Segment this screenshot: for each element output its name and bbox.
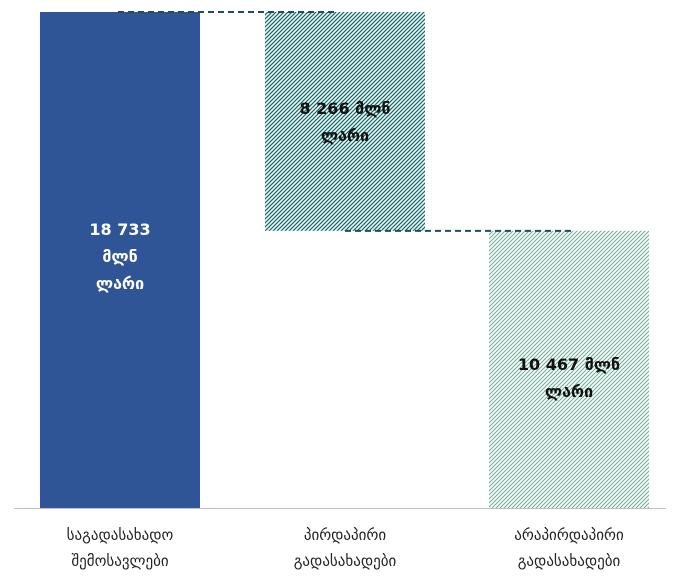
category-label-indirect-taxes-line: გადასახადები [518, 552, 621, 570]
data-label-total-line: ლარი [96, 274, 144, 293]
data-label-direct: 8 266 მლნ ლარი [299, 99, 390, 145]
data-label-indirect-line: ლარი [545, 382, 593, 401]
bar-indirect-taxes [489, 230, 649, 508]
data-label-total-line: 18 733 [89, 220, 150, 239]
data-label-indirect-line: 10 467 მლნ [518, 355, 620, 374]
labels-layer: 18 733 მლნ ლარი 8 266 მლნ ლარი 10 467 მლნ ლარი [89, 99, 620, 401]
category-labels: საგადასახადო შემოსავლები პირდაპირი გადასახა… [67, 526, 624, 570]
data-label-total-line: მლნ [102, 247, 137, 266]
category-label-total-revenue-line: საგადასახადო [67, 526, 174, 544]
category-label-indirect-taxes-line: არაპირდაპირი [514, 526, 624, 544]
bar-direct-taxes [265, 12, 425, 231]
category-label-direct-taxes-line: გადასახადები [294, 552, 397, 570]
bar-total-revenue [40, 12, 200, 508]
category-label-total-revenue: საგადასახადო შემოსავლები [67, 526, 174, 570]
bars-layer [40, 12, 649, 508]
category-label-indirect-taxes: არაპირდაპირი გადასახადები [514, 526, 624, 570]
data-label-indirect: 10 467 მლნ ლარი [518, 355, 620, 401]
data-label-direct-line: 8 266 მლნ [299, 99, 390, 118]
data-label-total: 18 733 მლნ ლარი [89, 220, 150, 293]
category-label-direct-taxes-line: პირდაპირი [304, 526, 387, 544]
data-label-direct-line: ლარი [321, 126, 369, 145]
connectors-layer [118, 11, 571, 232]
category-label-direct-taxes: პირდაპირი გადასახადები [294, 526, 397, 570]
category-label-total-revenue-line: შემოსავლები [71, 552, 169, 570]
